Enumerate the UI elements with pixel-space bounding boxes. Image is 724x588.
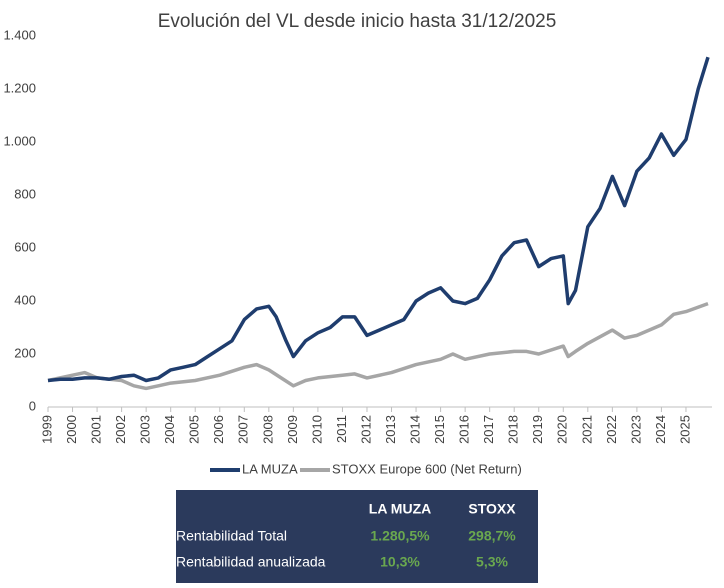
x-tick-label: 2008 <box>260 415 275 444</box>
table-header: STOXX <box>468 501 516 517</box>
x-tick-label: 2025 <box>677 415 692 444</box>
x-tick-label: 2002 <box>113 415 128 444</box>
x-tick-label: 2020 <box>555 415 570 444</box>
x-tick-label: 2015 <box>432 415 447 444</box>
y-tick-label: 1.400 <box>3 27 36 42</box>
chart-title: Evolución del VL desde inicio hasta 31/1… <box>158 11 557 32</box>
x-tick-label: 2014 <box>407 415 422 444</box>
table-row-label: Rentabilidad anualizada <box>176 554 326 570</box>
table-value: 10,3% <box>380 554 420 570</box>
legend-label: LA MUZA <box>242 461 298 476</box>
x-tick-label: 2022 <box>604 415 619 444</box>
series-line <box>47 56 710 383</box>
y-tick-label: 400 <box>14 292 36 307</box>
x-tick-label: 2010 <box>309 415 324 444</box>
x-tick-label: 2006 <box>211 415 226 444</box>
table-value: 298,7% <box>468 528 516 544</box>
x-tick-label: 2017 <box>481 415 496 444</box>
y-tick-label: 1.000 <box>3 133 36 148</box>
legend-label: STOXX Europe 600 (Net Return) <box>332 461 522 476</box>
y-tick-label: 800 <box>14 186 36 201</box>
x-tick-label: 2018 <box>506 415 521 444</box>
y-tick-label: 1.200 <box>3 80 36 95</box>
x-tick-label: 2004 <box>162 415 177 444</box>
x-tick-label: 2023 <box>628 415 643 444</box>
y-tick-label: 600 <box>14 239 36 254</box>
table-header: LA MUZA <box>369 501 431 517</box>
series-line <box>47 301 709 391</box>
table-value: 5,3% <box>476 554 508 570</box>
x-tick-label: 2019 <box>530 415 545 444</box>
y-tick-label: 200 <box>14 345 36 360</box>
x-tick-label: 2012 <box>358 415 373 444</box>
x-tick-label: 2000 <box>64 415 79 444</box>
table-row-label: Rentabilidad Total <box>176 528 287 544</box>
x-tick-label: 2009 <box>285 415 300 444</box>
x-tick-label: 2021 <box>579 415 594 444</box>
x-tick-label: 2007 <box>236 415 251 444</box>
x-tick-label: 2011 <box>334 415 349 443</box>
x-tick-label: 2024 <box>653 415 668 444</box>
x-tick-label: 2005 <box>187 415 202 444</box>
x-tick-label: 2001 <box>89 415 104 444</box>
x-tick-label: 1999 <box>39 415 54 444</box>
x-tick-label: 2016 <box>457 415 472 444</box>
y-tick-label: 0 <box>29 398 36 413</box>
table-background <box>176 490 538 583</box>
x-tick-label: 2013 <box>383 415 398 444</box>
x-tick-label: 2003 <box>138 415 153 444</box>
table-value: 1.280,5% <box>370 528 430 544</box>
